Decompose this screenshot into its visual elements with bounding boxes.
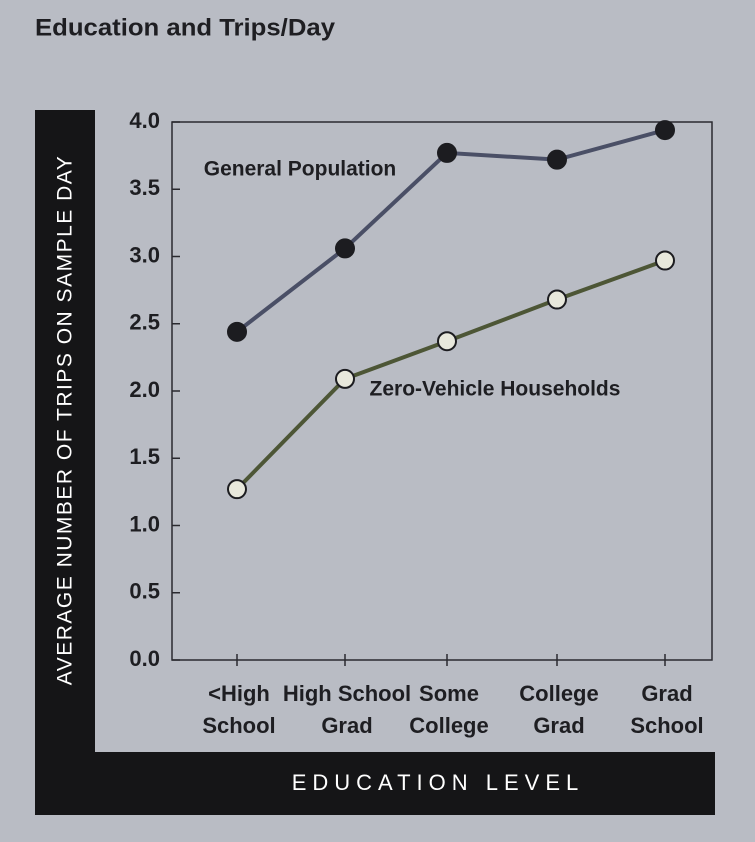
y-axis-label: AVERAGE NUMBER OF TRIPS ON SAMPLE DAY	[54, 155, 77, 685]
data-point	[437, 331, 457, 352]
x-axis-label: EDUCATION LEVEL	[292, 770, 585, 795]
y-tick-label: 0.5	[129, 579, 160, 604]
y-label-band	[35, 110, 95, 815]
data-point	[655, 250, 675, 271]
x-tick-label: <High	[208, 681, 270, 706]
x-tick-label: High School	[283, 681, 411, 706]
x-tick-label: College	[519, 681, 598, 706]
data-point	[547, 149, 567, 170]
y-tick-label: 3.5	[129, 175, 160, 200]
data-point	[335, 238, 355, 259]
x-tick-label: College	[409, 713, 488, 738]
y-tick-label: 2.0	[129, 377, 160, 402]
data-point	[547, 289, 567, 310]
series-label: General Population	[204, 158, 397, 181]
x-tick-label: Grad	[321, 713, 372, 738]
y-tick-label: 1.5	[129, 444, 160, 469]
y-tick-label: 1.0	[129, 511, 160, 536]
x-tick-label: Some	[419, 681, 479, 706]
y-tick-label: 4.0	[129, 108, 160, 133]
y-tick-label: 0.0	[129, 646, 160, 671]
series-label: Zero-Vehicle Households	[370, 378, 621, 401]
x-tick-label: School	[630, 713, 703, 738]
x-label-band	[35, 752, 715, 815]
data-point	[227, 479, 247, 500]
y-tick-label: 3.0	[129, 242, 160, 267]
data-point	[227, 321, 247, 342]
x-tick-label: Grad	[641, 681, 692, 706]
x-tick-label: School	[202, 713, 275, 738]
data-point	[437, 142, 457, 163]
data-point	[335, 368, 355, 389]
y-tick-label: 2.5	[129, 310, 160, 335]
x-tick-label: Grad	[533, 713, 584, 738]
data-point	[655, 120, 675, 141]
chart-title: Education and Trips/Day	[35, 14, 336, 41]
